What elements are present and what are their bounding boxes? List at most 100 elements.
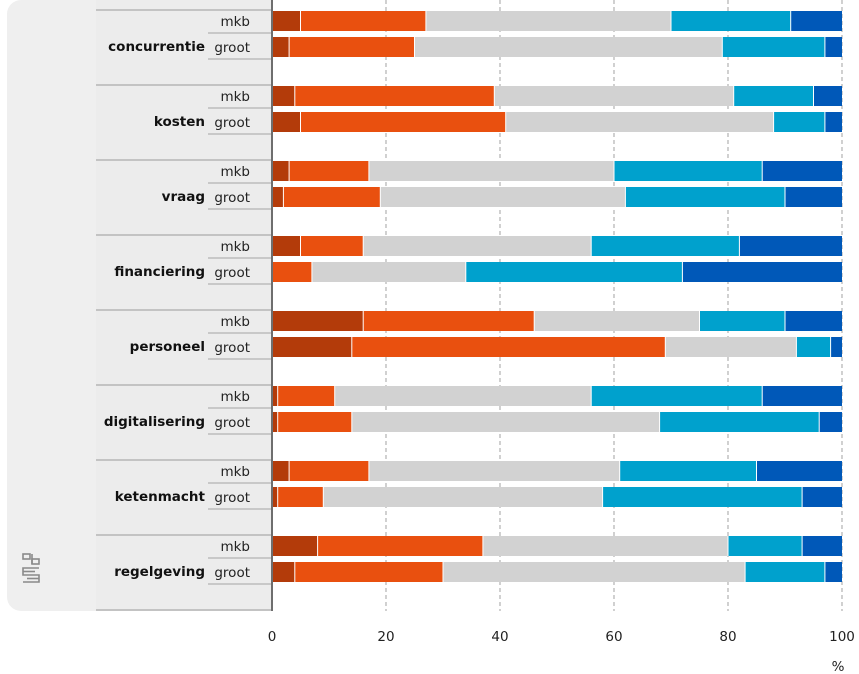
bar-segment bbox=[294, 562, 443, 582]
bar-segment bbox=[465, 262, 683, 282]
bar-segment bbox=[671, 11, 791, 31]
bar-segment bbox=[824, 112, 842, 132]
bar-segment bbox=[363, 236, 592, 256]
bar-segment bbox=[272, 412, 278, 432]
bar-segment bbox=[272, 236, 301, 256]
bar-segment bbox=[733, 86, 814, 106]
x-tick-label: 60 bbox=[605, 629, 622, 645]
bar-segment bbox=[311, 262, 466, 282]
bar-segment bbox=[494, 86, 734, 106]
bar-segment bbox=[272, 86, 295, 106]
unit-label: % bbox=[832, 659, 845, 674]
bar-segment bbox=[602, 487, 803, 507]
bar-segment bbox=[317, 536, 483, 556]
row-label: mkb bbox=[220, 464, 250, 480]
bar-segment bbox=[813, 86, 842, 106]
bar-segment bbox=[591, 386, 763, 406]
bar-segment bbox=[824, 37, 842, 57]
bar-segment bbox=[591, 236, 740, 256]
bar-segment bbox=[277, 386, 335, 406]
bar-segment bbox=[824, 562, 842, 582]
bar-segment bbox=[699, 311, 785, 331]
bar-segment bbox=[334, 386, 592, 406]
bar-segment bbox=[659, 412, 820, 432]
bar-segment bbox=[272, 562, 295, 582]
bar-segment bbox=[272, 37, 290, 57]
bar-segment bbox=[614, 161, 763, 181]
row-label: groot bbox=[214, 115, 250, 131]
bar-segment bbox=[762, 161, 842, 181]
row-label: groot bbox=[214, 490, 250, 506]
category-label: vraag bbox=[162, 189, 205, 205]
bar-segment bbox=[272, 386, 278, 406]
bar-segment bbox=[289, 37, 415, 57]
x-tick-label: 0 bbox=[268, 629, 277, 645]
category-label: financiering bbox=[114, 264, 205, 280]
bar-segment bbox=[819, 412, 842, 432]
row-label: groot bbox=[214, 40, 250, 56]
bar-segment bbox=[272, 461, 290, 481]
row-label: groot bbox=[214, 415, 250, 431]
bar-segment bbox=[277, 487, 324, 507]
category-label: digitalisering bbox=[104, 414, 205, 430]
bar-segment bbox=[796, 337, 831, 357]
row-label: groot bbox=[214, 265, 250, 281]
row-label: groot bbox=[214, 565, 250, 581]
bar-segment bbox=[534, 311, 700, 331]
bar-segment bbox=[802, 487, 842, 507]
category-label: ketenmacht bbox=[115, 489, 206, 505]
bar-segment bbox=[272, 487, 278, 507]
bar-segment bbox=[380, 187, 626, 207]
row-label: mkb bbox=[220, 164, 250, 180]
bar-segment bbox=[414, 37, 723, 57]
x-tick-label: 40 bbox=[491, 629, 508, 645]
bar-segment bbox=[277, 412, 352, 432]
bar-segment bbox=[272, 161, 290, 181]
bar-segment bbox=[722, 37, 825, 57]
bar-segment bbox=[351, 412, 660, 432]
row-label: groot bbox=[214, 340, 250, 356]
bar-segment bbox=[272, 311, 364, 331]
bar-segment bbox=[745, 562, 825, 582]
bar-segment bbox=[283, 187, 381, 207]
bar-segment bbox=[300, 11, 426, 31]
bar-segment bbox=[300, 112, 506, 132]
bar-segment bbox=[785, 311, 842, 331]
bar-segment bbox=[425, 11, 671, 31]
bar-segment bbox=[773, 112, 825, 132]
bar-segment bbox=[294, 86, 495, 106]
bar-segment bbox=[830, 337, 842, 357]
row-label: mkb bbox=[220, 389, 250, 405]
bar-segment bbox=[300, 236, 364, 256]
category-label: regelgeving bbox=[114, 564, 205, 580]
bar-segment bbox=[625, 187, 785, 207]
x-tick-label: 80 bbox=[719, 629, 736, 645]
bar-segment bbox=[728, 536, 803, 556]
bar-segment bbox=[351, 337, 666, 357]
cbs-logo bbox=[22, 553, 40, 583]
bar-segment bbox=[368, 461, 620, 481]
bar-segment bbox=[682, 262, 842, 282]
bar-segment bbox=[323, 487, 603, 507]
bar-segment bbox=[289, 161, 369, 181]
bar-segment bbox=[289, 461, 369, 481]
category-label: kosten bbox=[154, 114, 205, 130]
bar-segment bbox=[443, 562, 746, 582]
x-tick-label: 20 bbox=[377, 629, 394, 645]
bar-segment bbox=[756, 461, 842, 481]
bar-segment bbox=[802, 536, 842, 556]
bar-segment bbox=[363, 311, 535, 331]
bar-segment bbox=[272, 187, 284, 207]
bar-segment bbox=[272, 112, 301, 132]
row-label: mkb bbox=[220, 239, 250, 255]
bar-segment bbox=[739, 236, 842, 256]
bar-segment bbox=[482, 536, 728, 556]
bar-segment bbox=[619, 461, 757, 481]
bar-segment bbox=[785, 187, 842, 207]
row-label: mkb bbox=[220, 14, 250, 30]
bar-segment bbox=[272, 536, 318, 556]
row-label: mkb bbox=[220, 89, 250, 105]
bar-segment bbox=[272, 262, 312, 282]
category-label: concurrentie bbox=[108, 39, 205, 55]
